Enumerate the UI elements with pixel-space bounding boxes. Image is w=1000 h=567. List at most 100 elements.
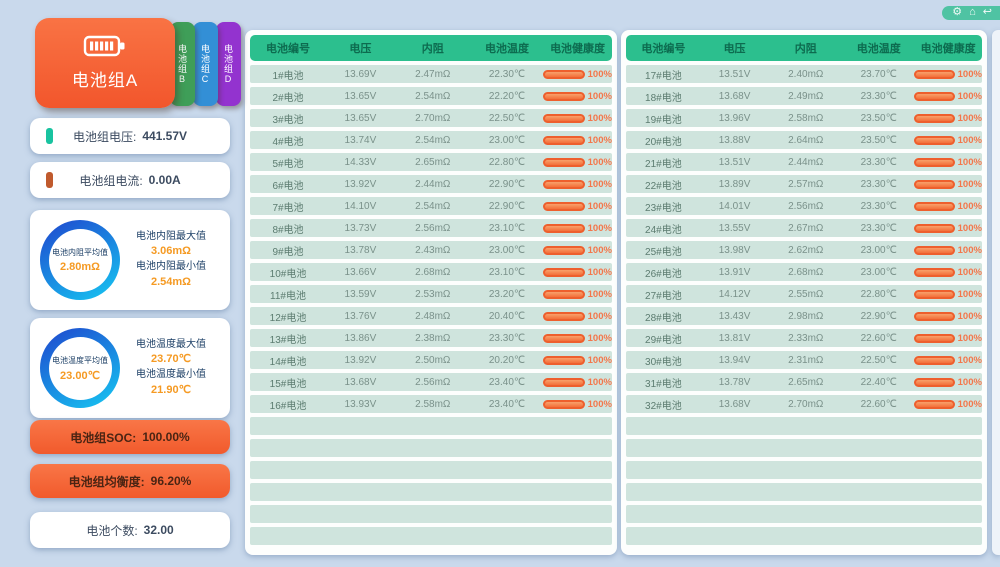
health-bar [914,289,955,299]
health-cell: 100% [543,245,612,256]
table-row: 30#电池 13.94V 2.31mΩ 22.50℃ 100% [626,351,982,369]
column-header: 电压 [723,43,746,55]
health-bar [543,201,585,211]
health-cell: 100% [543,355,612,366]
empty-table-row [250,461,612,479]
table-row: 13#电池 13.86V 2.38mΩ 23.30℃ 100% [250,329,612,347]
battery-group-tab-c[interactable]: 电池组C [193,22,218,106]
health-percent: 100% [957,200,982,212]
health-cell: 100% [914,245,982,256]
battery-table-left: 电池编号 电压 内阻 电池温度 电池健康度 1#电池 13.69V 2.47mΩ 22.30℃… [245,30,617,555]
resistance-cell: 2.56mΩ [788,200,824,212]
health-percent: 100% [957,376,982,388]
current-indicator-icon [46,172,53,188]
health-bar [914,91,955,101]
health-cell: 100% [543,377,612,388]
table-header: 电池编号 电压 内阻 电池温度 电池健康度 [626,35,982,61]
battery-id-cell: 31#电池 [645,378,682,390]
table-row: 29#电池 13.81V 2.33mΩ 22.60℃ 100% [626,329,982,347]
resistance-cell: 2.47mΩ [415,68,451,80]
health-percent: 100% [587,178,612,190]
group-current-card: 电池组电流: 0.00A [30,162,230,198]
battery-id-cell: 18#电池 [645,92,682,104]
battery-id-cell: 10#电池 [269,268,307,280]
group-balance-badge: 电池组均衡度: 96.20% [30,464,230,498]
temperature-cell: 23.50℃ [860,134,897,146]
column-header: 电池温度 [856,43,901,55]
undo-icon[interactable]: ↩ [982,6,992,18]
health-cell: 100% [914,91,982,102]
column-header: 电池健康度 [920,43,976,55]
health-bar [914,223,955,233]
health-bar [914,69,955,79]
gear-icon[interactable]: ⚙ [952,6,963,18]
health-percent: 100% [957,222,982,234]
health-cell: 100% [914,113,982,124]
health-cell: 100% [543,267,612,278]
battery-id-cell: 29#电池 [645,334,682,346]
battery-id-cell: 24#电池 [645,224,682,236]
health-bar [543,355,585,365]
resistance-cell: 2.54mΩ [415,200,451,212]
table-row: 16#电池 13.93V 2.58mΩ 23.40℃ 100% [250,395,612,413]
battery-id-cell: 12#电池 [269,312,307,324]
temperature-avg-value: 23.00℃ [60,369,100,382]
resistance-cell: 2.65mΩ [415,156,451,168]
resistance-cell: 2.38mΩ [415,332,451,344]
group-voltage-card: 电池组电压: 441.57V [30,118,230,154]
column-header: 电池编号 [641,43,686,55]
battery-id-cell: 32#电池 [645,400,682,412]
resistance-cell: 2.56mΩ [415,222,451,234]
health-bar [543,135,585,145]
mini-toolbar: ⚙ ⌂ ↩ [942,6,1000,20]
resistance-cell: 2.62mΩ [788,244,824,256]
health-cell: 100% [914,223,982,234]
health-cell: 100% [914,399,982,410]
group-current-label: 电池组电流: [79,173,143,188]
health-bar [543,289,585,299]
health-bar [914,377,955,387]
health-bar [543,157,585,167]
battery-id-cell: 7#电池 [272,202,304,214]
temperature-cell: 22.40℃ [860,376,897,388]
resistance-gauge-card: 电池内阻平均值 2.80mΩ 电池内阻最大值 3.06mΩ 电池内阻最小值 2.… [30,210,230,310]
temperature-gauge-card: 电池温度平均值 23.00℃ 电池温度最大值 23.70℃ 电池温度最小值 21… [30,318,230,418]
voltage-cell: 13.91V [718,266,751,278]
resistance-cell: 2.44mΩ [415,178,451,190]
home-icon[interactable]: ⌂ [969,6,976,18]
table-row: 2#电池 13.65V 2.54mΩ 22.20℃ 100% [250,87,612,105]
temperature-cell: 23.30℃ [860,90,897,102]
group-soc-label: 电池组SOC: [70,430,137,445]
battery-id-cell: 11#电池 [270,290,306,302]
empty-table-row [250,417,612,435]
group-soc-badge: 电池组SOC: 100.00% [30,420,230,454]
battery-group-tab-d[interactable]: 电池组D [216,22,241,106]
health-cell: 100% [543,333,612,344]
resistance-cell: 2.33mΩ [788,332,824,344]
battery-id-cell: 3#电池 [272,114,304,126]
table-row: 28#电池 13.43V 2.98mΩ 22.90℃ 100% [626,307,982,325]
battery-id-cell: 25#电池 [645,246,682,258]
temperature-cell: 23.00℃ [860,244,897,256]
resistance-cell: 2.53mΩ [415,288,451,300]
table-row: 5#电池 14.33V 2.65mΩ 22.80℃ 100% [250,153,612,171]
voltage-cell: 13.51V [718,68,751,80]
empty-table-row [626,483,982,501]
health-bar [543,377,585,387]
health-bar [543,311,585,321]
temperature-cell: 22.80℃ [488,156,526,168]
battery-group-a-tab[interactable]: 电池组A [35,18,175,108]
table-row: 26#电池 13.91V 2.68mΩ 23.00℃ 100% [626,263,982,281]
health-bar [914,113,955,123]
health-bar [914,179,955,189]
voltage-cell: 13.92V [344,354,377,366]
battery-id-cell: 9#电池 [272,246,304,258]
resistance-cell: 2.49mΩ [788,90,824,102]
column-header: 电压 [349,43,372,55]
battery-id-cell: 28#电池 [645,312,682,324]
temperature-cell: 23.40℃ [488,398,526,410]
column-header: 内阻 [794,43,817,55]
health-cell: 100% [543,289,612,300]
voltage-cell: 13.68V [718,398,751,410]
health-percent: 100% [957,178,982,190]
